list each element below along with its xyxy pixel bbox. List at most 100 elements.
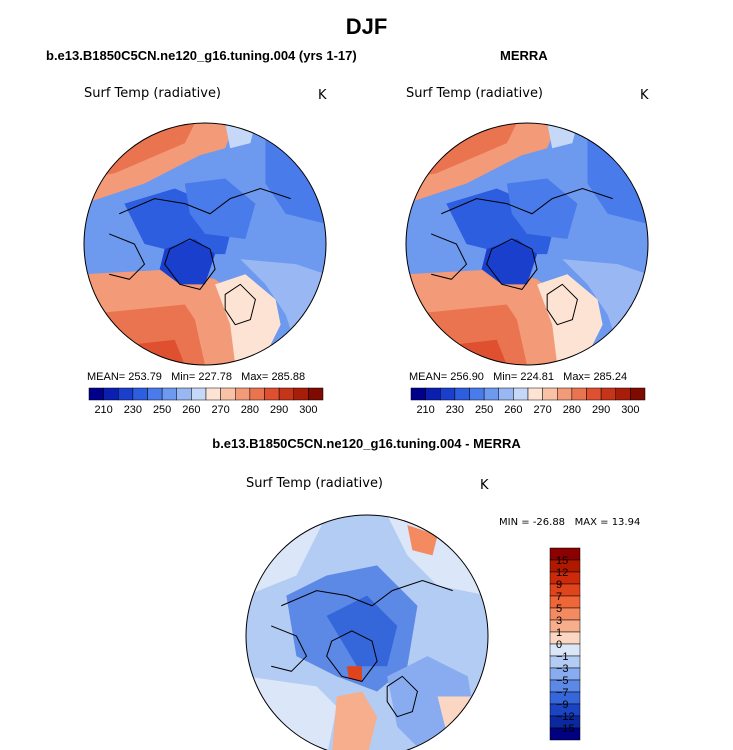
stats-model: MEAN= 253.79 Min= 227.78 Max= 285.88 (87, 371, 305, 383)
coastline-greenland (326, 630, 378, 682)
colorbar-tick-label: −3 (556, 663, 569, 675)
colorbar-tick-label: 230 (446, 404, 464, 416)
colorbar-tick-label: 260 (182, 404, 200, 416)
colorbar-swatch (630, 387, 646, 401)
colorbar-swatch (571, 387, 587, 401)
alaska-warm-patch (407, 525, 438, 556)
colorbar-swatch (454, 387, 470, 401)
colorbar-swatch (549, 631, 581, 645)
max-value: 285.88 (271, 371, 306, 383)
colorbar-tick-label: 210 (416, 404, 434, 416)
scandinavia-mild (215, 274, 281, 365)
colorbar-tick-label: 210 (94, 404, 112, 416)
colorbar-swatch (118, 387, 134, 401)
page-title: DJF (345, 14, 388, 39)
variable-label-model: Surf Temp (radiative) (84, 86, 222, 101)
colorbar-tick-label: 250 (475, 404, 493, 416)
min-value: 224.81 (520, 371, 554, 383)
colorbar-1: 210 230 250 260 270 280 290 300 (410, 387, 646, 416)
colorbar-swatch (549, 727, 581, 741)
colorbar-swatch (132, 387, 148, 401)
min-label: MIN = (499, 517, 530, 528)
coastline-greenland (164, 238, 216, 290)
max-value: 13.94 (611, 517, 641, 528)
colorbar-tick-label: 280 (563, 404, 581, 416)
colorbar-swatch (425, 387, 441, 401)
colorbar-tick-label: 280 (241, 404, 259, 416)
colorbar-swatch (235, 387, 251, 401)
map-border (245, 514, 489, 750)
colorbar-tick-label: 290 (592, 404, 610, 416)
colorbar-swatch (147, 387, 163, 401)
units-label-model: K (318, 88, 327, 103)
coastline-scandinavia (386, 675, 418, 718)
colorbar-swatch (615, 387, 631, 401)
panel-title-merra: MERRA (500, 48, 548, 63)
greenland-cold (159, 238, 216, 285)
units-label-merra: K (640, 88, 649, 103)
warm-spot (346, 666, 362, 682)
colorbar-swatch (483, 387, 499, 401)
colorbar-tick-label: −5 (556, 675, 569, 687)
colorbar-swatch (278, 387, 294, 401)
colorbar-swatch (308, 387, 324, 401)
eurasia-near-zero (437, 696, 488, 737)
colorbar-tick-label: 270 (533, 404, 551, 416)
max-label: MAX = (574, 517, 609, 528)
colorbar-swatch (161, 387, 177, 401)
polar-map-2 (245, 514, 489, 750)
arctic-cold-core (326, 595, 398, 667)
colorbar-tick-label: 300 (299, 404, 317, 416)
mean-label: MEAN= (87, 371, 126, 383)
coastline-canada (431, 233, 468, 280)
colorbar-tick-label: 0 (556, 639, 562, 651)
mean-value: 253.79 (128, 371, 162, 383)
coastline-north (441, 188, 613, 215)
colorbar-swatch (205, 387, 221, 401)
colorbar-tick-label: −12 (556, 711, 575, 723)
min-value: 227.78 (198, 371, 232, 383)
colorbar-swatch (264, 387, 280, 401)
mean-value: 256.90 (450, 371, 484, 383)
colorbar-0: 210 230 250 260 270 280 290 300 (88, 387, 324, 416)
map-border (405, 122, 649, 366)
map-border (83, 122, 327, 366)
colorbar-swatch (586, 387, 602, 401)
colorbar-swatch (293, 387, 309, 401)
colorbar-swatch (88, 387, 104, 401)
panel-title-diff: b.e13.B1850C5CN.ne120_g16.tuning.004 - M… (212, 436, 521, 451)
colorbar-tick-label: 7 (556, 591, 562, 603)
central-arctic (506, 178, 578, 239)
colorbar-tick-label: 260 (504, 404, 522, 416)
units-label-diff: K (480, 478, 489, 493)
coastline-scandinavia (224, 283, 256, 326)
colorbar-swatch (549, 619, 581, 633)
coastline-scandinavia (546, 283, 578, 326)
colorbar-swatch (513, 387, 529, 401)
colorbar-swatch (469, 387, 485, 401)
colorbar-tick-label: −9 (556, 699, 569, 711)
colorbar-tick-label: 5 (556, 603, 562, 615)
scandinavia-mild (537, 274, 603, 365)
north-atlantic-warm (331, 691, 378, 750)
colorbar-tick-label: 300 (621, 404, 639, 416)
colorbar-swatch (549, 583, 581, 597)
max-label: Max= (563, 371, 591, 383)
colorbar-swatch (549, 595, 581, 609)
colorbar-tick-label: −15 (556, 723, 575, 735)
colorbar-tick-label: 15 (556, 555, 568, 567)
colorbar-tick-label: 250 (153, 404, 171, 416)
colorbar-tick-label: 270 (211, 404, 229, 416)
max-value: 285.24 (593, 371, 628, 383)
colorbar-swatch (220, 387, 236, 401)
colorbar-swatch (440, 387, 456, 401)
colorbar-swatch (542, 387, 558, 401)
coastline-north (281, 580, 453, 607)
colorbar-tick-label: 1 (556, 627, 562, 639)
colorbar-tick-label: 290 (270, 404, 288, 416)
colorbar-swatch (600, 387, 616, 401)
min-value: -26.88 (532, 517, 566, 528)
stats-diff: MIN = -26.88 MAX = 13.94 (499, 517, 640, 528)
